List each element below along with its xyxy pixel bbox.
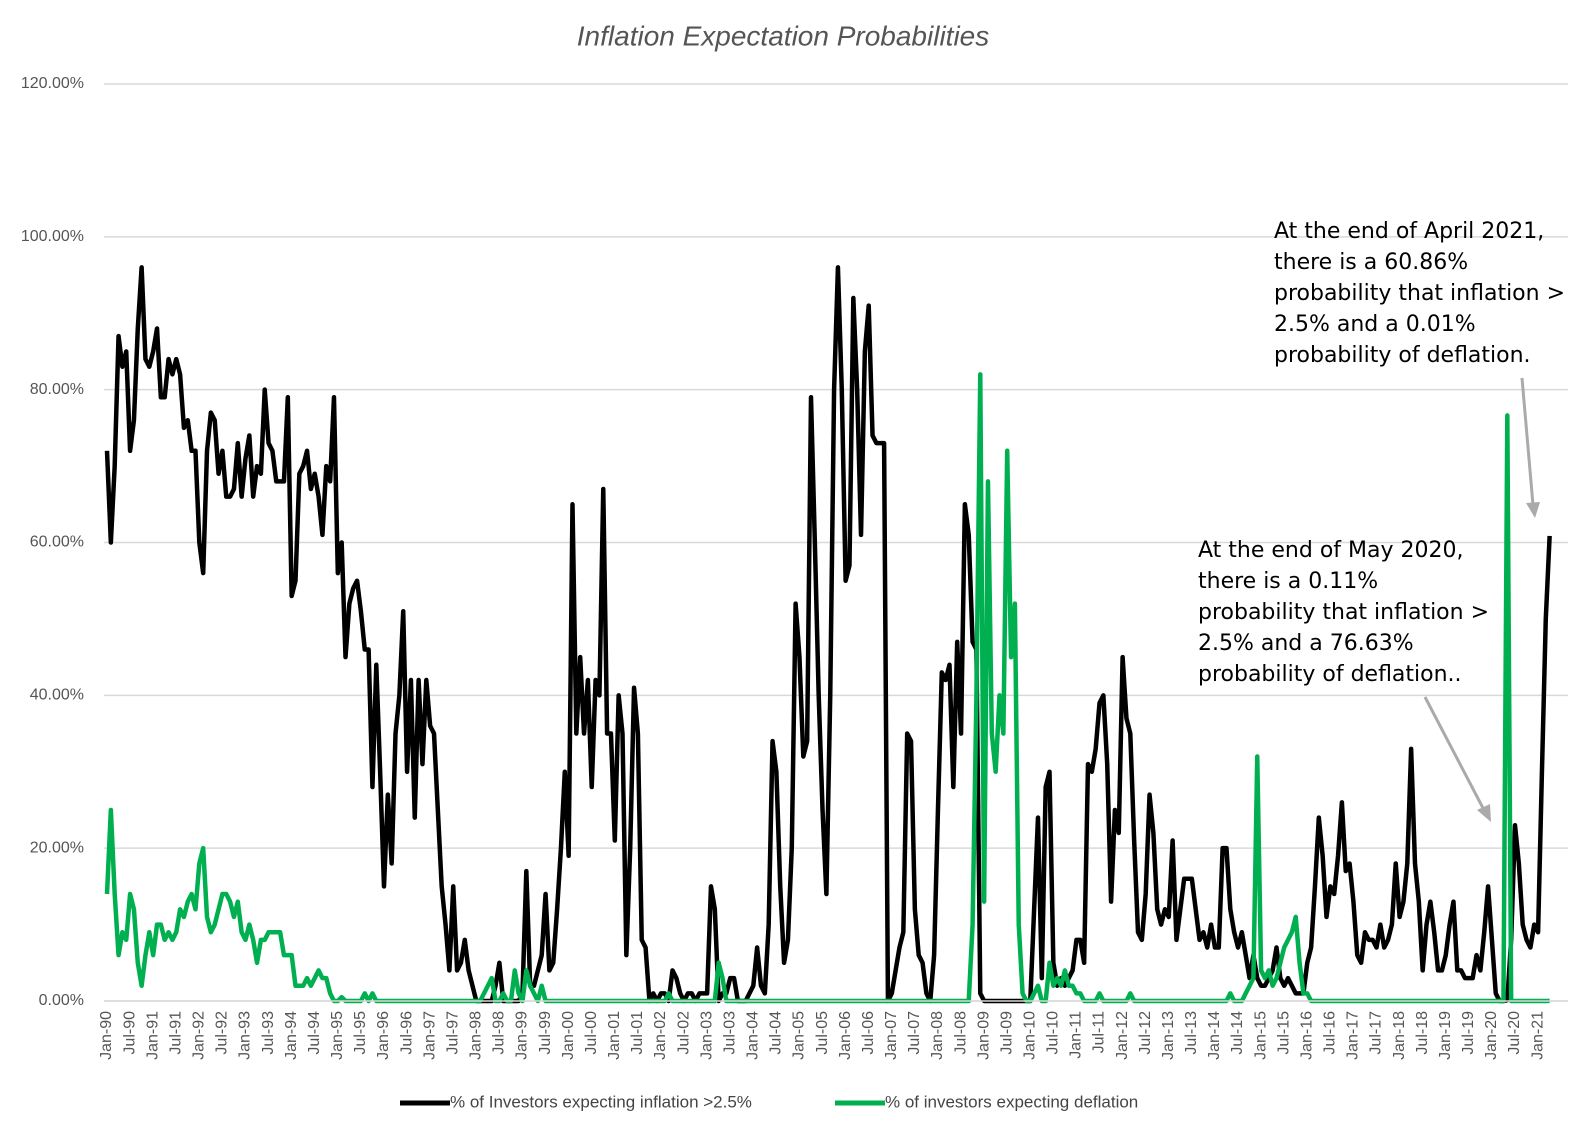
- x-tick-label: Jan-12: [1114, 1011, 1131, 1060]
- x-tick-label: Jan-01: [606, 1011, 623, 1060]
- y-tick-label: 40.00%: [30, 687, 84, 704]
- x-tick-label: Jul-90: [121, 1011, 138, 1055]
- y-tick-label: 60.00%: [30, 534, 84, 551]
- x-tick-label: Jul-10: [1045, 1011, 1062, 1055]
- x-tick-label: Jan-05: [791, 1011, 808, 1060]
- x-tick-label: Jul-98: [491, 1011, 508, 1055]
- annotation-line: probability of deflation.: [1274, 343, 1531, 368]
- y-tick-label: 0.00%: [39, 992, 84, 1009]
- x-tick-label: Jan-21: [1529, 1011, 1546, 1060]
- x-tick-label: Jul-16: [1322, 1011, 1339, 1055]
- x-tick-label: Jul-00: [583, 1011, 600, 1055]
- x-tick-label: Jul-95: [352, 1011, 369, 1055]
- annotation: At the end of April 2021, there is a 60.8…: [1274, 219, 1565, 368]
- x-tick-label: Jan-93: [237, 1011, 254, 1060]
- x-tick-label: Jan-13: [1160, 1011, 1177, 1060]
- x-tick-label: Jul-96: [398, 1011, 415, 1055]
- x-tick-label: Jul-93: [260, 1011, 277, 1055]
- x-tick-label: Jan-09: [975, 1011, 992, 1060]
- x-tick-label: Jul-15: [1275, 1011, 1292, 1055]
- y-tick-label: 120.00%: [21, 75, 84, 92]
- x-tick-label: Jan-00: [560, 1011, 577, 1060]
- x-tick-label: Jul-17: [1368, 1011, 1385, 1055]
- x-tick-label: Jul-07: [906, 1011, 923, 1055]
- x-tick-label: Jan-18: [1391, 1011, 1408, 1060]
- x-tick-label: Jul-01: [629, 1011, 646, 1055]
- plot: [104, 265, 1568, 1004]
- annotation-line: there is a 60.86%: [1274, 250, 1468, 275]
- x-tick-label: Jul-05: [814, 1011, 831, 1055]
- x-tick-label: Jan-95: [329, 1011, 346, 1060]
- x-tick-label: Jan-20: [1483, 1011, 1500, 1060]
- x-tick-label: Jul-18: [1414, 1011, 1431, 1055]
- x-tick-label: Jul-11: [1091, 1011, 1108, 1053]
- arrowhead: [1477, 804, 1491, 822]
- x-tick-label: Jul-09: [998, 1011, 1015, 1055]
- x-tick-label: Jan-11: [1068, 1011, 1085, 1059]
- x-tick-label: Jan-16: [1298, 1011, 1315, 1060]
- x-tick-label: Jul-94: [306, 1011, 323, 1055]
- annotation-line: probability of deflation..: [1198, 662, 1462, 687]
- x-tick-label: Jan-10: [1021, 1011, 1038, 1060]
- y-tick-label: 20.00%: [30, 839, 84, 856]
- y-tick-label: 100.00%: [21, 228, 84, 245]
- x-tick-label: Jan-97: [421, 1011, 438, 1060]
- x-tick-label: Jul-03: [721, 1011, 738, 1055]
- x-tick-label: Jul-02: [675, 1011, 692, 1055]
- x-tick-label: Jan-14: [1206, 1011, 1223, 1060]
- annotation-line: 2.5% and a 76.63%: [1198, 631, 1414, 656]
- x-tick-label: Jan-06: [837, 1011, 854, 1060]
- x-tick-label: Jul-06: [860, 1011, 877, 1055]
- legend: % of Investors expecting inflation >2.5%…: [400, 1092, 1138, 1111]
- x-tick-label: Jul-97: [444, 1011, 461, 1055]
- annotation-line: At the end of April 2021,: [1274, 219, 1544, 244]
- x-tick-label: Jan-17: [1345, 1011, 1362, 1060]
- annotation: At the end of May 2020, there is a 0.11% p…: [1198, 538, 1489, 687]
- x-tick-label: Jul-14: [1229, 1011, 1246, 1055]
- x-tick-label: Jul-12: [1137, 1011, 1154, 1055]
- annotation-line: At the end of May 2020,: [1198, 538, 1463, 563]
- x-tick-label: Jul-19: [1460, 1011, 1477, 1055]
- annotation-line: probability that inflation >: [1274, 281, 1565, 306]
- x-tick-label: Jan-98: [468, 1011, 485, 1060]
- x-tick-label: Jan-19: [1437, 1011, 1454, 1060]
- annotation-line: there is a 0.11%: [1198, 569, 1378, 594]
- annotation-line: probability that inflation >: [1198, 600, 1489, 625]
- series-line: [104, 265, 1552, 1004]
- annotation-line: 2.5% and a 0.01%: [1274, 312, 1476, 337]
- x-tick-label: Jan-15: [1252, 1011, 1269, 1060]
- x-tick-label: Jan-03: [698, 1011, 715, 1060]
- x-tick-label: Jan-94: [283, 1011, 300, 1060]
- arrowhead: [1526, 502, 1540, 518]
- x-tick-label: Jan-92: [191, 1011, 208, 1060]
- arrow: [1520, 377, 1535, 506]
- x-tick-label: Jan-07: [883, 1011, 900, 1060]
- x-tick-label: Jan-02: [652, 1011, 669, 1060]
- x-tick-label: Jul-92: [214, 1011, 231, 1055]
- legend-label: % of investors expecting deflation: [885, 1092, 1138, 1111]
- x-tick-label: Jan-90: [98, 1011, 115, 1060]
- x-tick-label: Jan-91: [144, 1011, 161, 1060]
- x-tick-label: Jul-20: [1506, 1011, 1523, 1055]
- x-tick-label: Jul-13: [1183, 1011, 1200, 1055]
- x-tick-label: Jan-96: [375, 1011, 392, 1060]
- x-tick-label: Jul-91: [167, 1011, 184, 1055]
- y-tick-label: 80.00%: [30, 381, 84, 398]
- x-tick-label: Jul-08: [952, 1011, 969, 1055]
- x-tick-label: Jan-08: [929, 1011, 946, 1060]
- arrow: [1423, 696, 1486, 811]
- chart-title: Inflation Expectation Probabilities: [577, 20, 989, 51]
- x-tick-label: Jul-99: [537, 1011, 554, 1055]
- x-tick-label: Jan-04: [745, 1011, 762, 1060]
- legend-label: % of Investors expecting inflation >2.5%: [450, 1092, 752, 1111]
- x-tick-label: Jul-04: [768, 1011, 785, 1055]
- x-tick-label: Jan-99: [514, 1011, 531, 1060]
